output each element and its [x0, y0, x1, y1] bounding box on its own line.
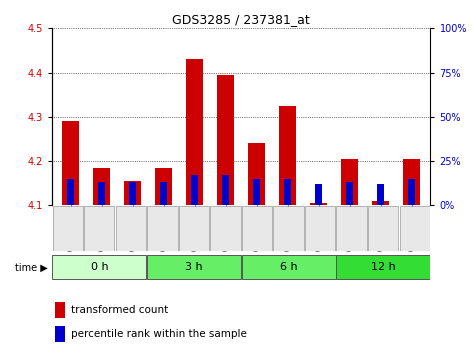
- FancyBboxPatch shape: [242, 206, 272, 251]
- Text: 6 h: 6 h: [280, 262, 298, 272]
- Bar: [341, 159, 359, 205]
- Bar: [310, 203, 327, 205]
- Bar: [55, 326, 65, 342]
- Text: transformed count: transformed count: [71, 305, 169, 315]
- FancyBboxPatch shape: [210, 206, 241, 251]
- Text: percentile rank within the sample: percentile rank within the sample: [71, 329, 247, 339]
- Bar: [186, 59, 203, 205]
- Bar: [372, 201, 389, 205]
- Bar: [222, 175, 229, 205]
- FancyBboxPatch shape: [336, 255, 430, 279]
- Text: 0 h: 0 h: [90, 262, 108, 272]
- Title: GDS3285 / 237381_at: GDS3285 / 237381_at: [172, 13, 310, 26]
- Bar: [98, 182, 105, 205]
- FancyBboxPatch shape: [179, 206, 209, 251]
- Bar: [248, 143, 265, 205]
- FancyBboxPatch shape: [84, 206, 114, 251]
- Text: time ▶: time ▶: [15, 262, 48, 272]
- Bar: [55, 302, 65, 318]
- Bar: [217, 75, 234, 205]
- FancyBboxPatch shape: [400, 206, 430, 251]
- Bar: [346, 182, 353, 205]
- Bar: [403, 159, 420, 205]
- Bar: [284, 179, 291, 205]
- Bar: [377, 184, 384, 205]
- Bar: [67, 179, 74, 205]
- Bar: [124, 181, 141, 205]
- FancyBboxPatch shape: [116, 206, 146, 251]
- Bar: [279, 106, 296, 205]
- Bar: [191, 175, 198, 205]
- FancyBboxPatch shape: [242, 255, 335, 279]
- Bar: [408, 179, 415, 205]
- Bar: [155, 168, 172, 205]
- FancyBboxPatch shape: [53, 255, 146, 279]
- Bar: [160, 182, 167, 205]
- FancyBboxPatch shape: [147, 255, 241, 279]
- Bar: [129, 182, 136, 205]
- Text: 3 h: 3 h: [185, 262, 203, 272]
- Text: 12 h: 12 h: [371, 262, 395, 272]
- FancyBboxPatch shape: [273, 206, 304, 251]
- FancyBboxPatch shape: [336, 206, 367, 251]
- Bar: [62, 121, 79, 205]
- FancyBboxPatch shape: [147, 206, 177, 251]
- Bar: [254, 179, 260, 205]
- FancyBboxPatch shape: [53, 206, 83, 251]
- Bar: [315, 184, 322, 205]
- Bar: [93, 168, 110, 205]
- FancyBboxPatch shape: [305, 206, 335, 251]
- FancyBboxPatch shape: [368, 206, 398, 251]
